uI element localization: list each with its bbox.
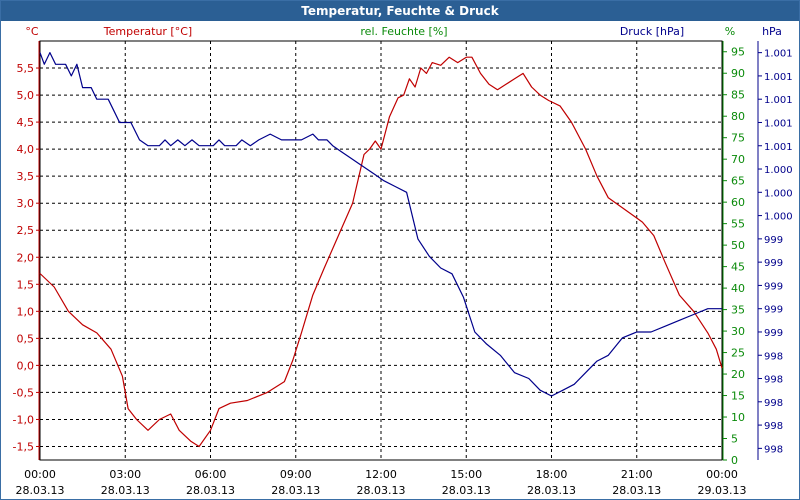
- y-tick-label-temperature: 5,0: [17, 89, 35, 102]
- x-tick-time: 15:00: [450, 468, 482, 481]
- y-tick-label-humidity: 85: [731, 89, 745, 102]
- x-tick-date: 28.03.13: [527, 484, 576, 497]
- x-tick-time: 06:00: [195, 468, 227, 481]
- y-tick-label-temperature: -1,0: [13, 413, 34, 426]
- humidity-unit: %: [725, 25, 735, 38]
- y-tick-label-temperature: 1,0: [17, 305, 35, 318]
- y-tick-label-humidity: 15: [731, 390, 745, 403]
- y-tick-label-humidity: 5: [731, 433, 738, 446]
- y-tick-label-temperature: -1,5: [13, 440, 34, 453]
- x-tick-time: 00:00: [706, 468, 738, 481]
- y-tick-label-pressure: 999: [764, 281, 783, 292]
- x-tick-time: 00:00: [24, 468, 56, 481]
- y-tick-label-pressure: 998: [764, 421, 783, 432]
- y-tick-label-pressure: 1.001: [764, 72, 793, 83]
- y-tick-label-pressure: 998: [764, 444, 783, 455]
- pressure-unit: hPa: [762, 25, 782, 38]
- humidity-axis-title: rel. Feuchte [%]: [360, 25, 447, 38]
- y-tick-label-pressure: 1.000: [764, 188, 793, 199]
- y-tick-label-temperature: 3,0: [17, 197, 35, 210]
- x-tick-time: 09:00: [280, 468, 312, 481]
- y-tick-label-humidity: 75: [731, 132, 745, 145]
- y-tick-label-pressure: 1.001: [764, 118, 793, 129]
- y-tick-label-humidity: 50: [731, 239, 745, 252]
- y-tick-label-pressure: 1.000: [764, 165, 793, 176]
- x-tick-date: 28.03.13: [16, 484, 65, 497]
- grid: [40, 41, 722, 460]
- y-tick-label-pressure: 1.001: [764, 142, 793, 153]
- y-tick-label-temperature: 4,0: [17, 143, 35, 156]
- series-line-temperature: [39, 56, 723, 448]
- y-tick-label-humidity: 45: [731, 261, 745, 274]
- x-tick-date: 29.03.13: [698, 484, 747, 497]
- y-tick-label-humidity: 25: [731, 347, 745, 360]
- x-tick-date: 28.03.13: [442, 484, 491, 497]
- y-tick-label-temperature: 3,5: [17, 170, 35, 183]
- y-tick-label-pressure: 998: [764, 398, 783, 409]
- y-tick-label-temperature: 5,5: [17, 62, 35, 75]
- y-tick-label-temperature: 1,5: [17, 278, 35, 291]
- axes: [38, 40, 759, 461]
- y-tick-label-pressure: 999: [764, 328, 783, 339]
- x-tick-date: 28.03.13: [612, 484, 661, 497]
- series-lines: [39, 51, 723, 448]
- window-title: Temperatur, Feuchte & Druck: [1, 1, 799, 21]
- y-tick-label-temperature: 0,0: [17, 359, 35, 372]
- y-tick-label-humidity: 0: [731, 454, 738, 467]
- y-tick-label-temperature: 4,5: [17, 116, 35, 129]
- x-tick-date: 28.03.13: [357, 484, 406, 497]
- x-tick-date: 28.03.13: [101, 484, 150, 497]
- y-tick-label-humidity: 20: [731, 368, 745, 381]
- y-tick-label-pressure: 999: [764, 258, 783, 269]
- y-tick-label-humidity: 60: [731, 196, 745, 209]
- x-tick-date: 28.03.13: [186, 484, 235, 497]
- y-tick-label-humidity: 40: [731, 282, 745, 295]
- y-tick-label-pressure: 999: [764, 235, 783, 246]
- y-tick-label-humidity: 80: [731, 110, 745, 123]
- x-tick-time: 03:00: [109, 468, 141, 481]
- x-tick-time: 21:00: [621, 468, 653, 481]
- y-tick-label-pressure: 1.001: [764, 49, 793, 60]
- y-tick-label-humidity: 10: [731, 411, 745, 424]
- y-tick-label-humidity: 70: [731, 153, 745, 166]
- temperature-axis-title: Temperatur [°C]: [103, 25, 192, 38]
- axis-labels: Temperatur [°C] rel. Feuchte [%] Druck [hP…: [25, 25, 782, 38]
- y-tick-label-pressure: 1.000: [764, 212, 793, 223]
- y-tick-label-humidity: 65: [731, 175, 745, 188]
- y-tick-label-pressure: 999: [764, 305, 783, 316]
- y-tick-label-pressure: 998: [764, 375, 783, 386]
- x-tick-date: 28.03.13: [271, 484, 320, 497]
- temperature-unit: °C: [25, 25, 39, 38]
- y-tick-label-temperature: -0,5: [13, 386, 34, 399]
- y-tick-label-humidity: 30: [731, 325, 745, 338]
- y-tick-label-temperature: 2,0: [17, 251, 35, 264]
- y-tick-label-humidity: 90: [731, 67, 745, 80]
- y-tick-label-humidity: 95: [731, 46, 745, 59]
- plot-frame: [39, 40, 723, 461]
- y-tick-label-temperature: 2,5: [17, 224, 35, 237]
- x-tick-time: 18:00: [536, 468, 568, 481]
- pressure-axis-title: Druck [hPa]: [620, 25, 684, 38]
- y-tick-label-pressure: 998: [764, 351, 783, 362]
- x-tick-time: 12:00: [365, 468, 397, 481]
- y-tick-label-humidity: 55: [731, 218, 745, 231]
- y-tick-label-temperature: 0,5: [17, 332, 35, 345]
- y-tick-label-pressure: 1.001: [764, 95, 793, 106]
- ticks: 00:00 28.03.13 03:00 28.03.13 06:00 28.03.13 0…: [13, 46, 793, 497]
- y-tick-label-humidity: 35: [731, 304, 745, 317]
- series-line-pressure: [39, 51, 722, 397]
